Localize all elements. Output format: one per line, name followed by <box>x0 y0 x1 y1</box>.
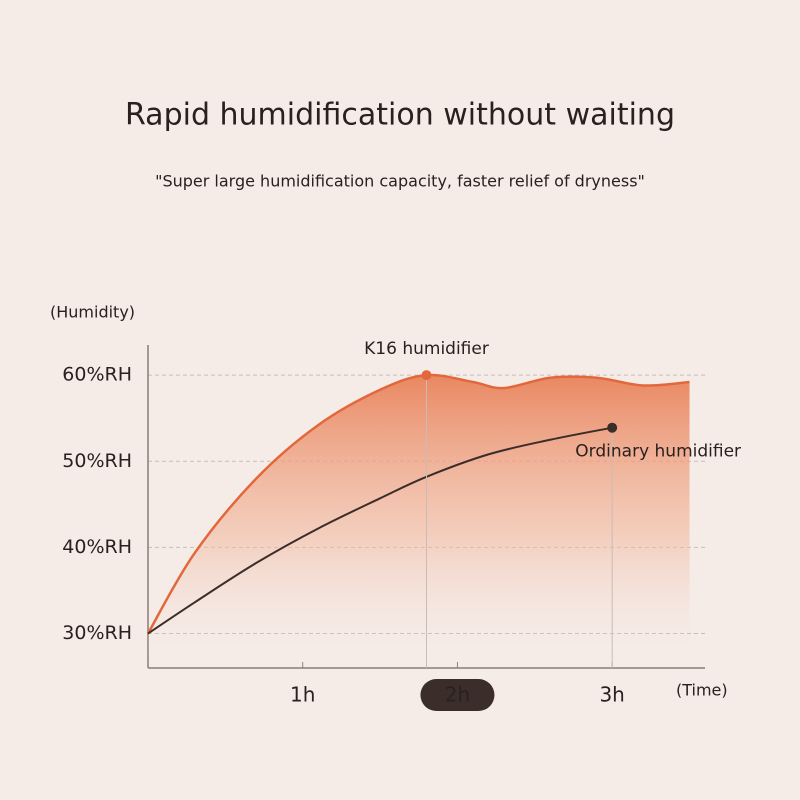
y-tick-label: 30%RH <box>62 622 132 644</box>
y-axis-label: (Humidity) <box>50 303 135 322</box>
series-label: K16 humidifier <box>364 339 489 359</box>
x-tick-highlight <box>420 679 495 711</box>
x-tick-label: 3h <box>599 683 624 707</box>
chart-subtitle: "Super large humidification capacity, fa… <box>155 172 645 191</box>
x-axis-label: (Time) <box>676 681 728 700</box>
y-tick-label: 40%RH <box>62 536 132 558</box>
x-tick-label: 2h <box>445 683 470 707</box>
area-fill <box>148 374 690 668</box>
series-line <box>147 426 613 635</box>
y-tick-label: 60%RH <box>62 364 132 386</box>
series-label: Ordinary humidifier <box>575 442 741 462</box>
y-tick-label: 50%RH <box>62 450 132 472</box>
chart-title: Rapid humidification without waiting <box>125 98 675 133</box>
point <box>607 422 618 433</box>
x-tick-label: 1h <box>290 683 315 707</box>
point <box>421 370 432 381</box>
